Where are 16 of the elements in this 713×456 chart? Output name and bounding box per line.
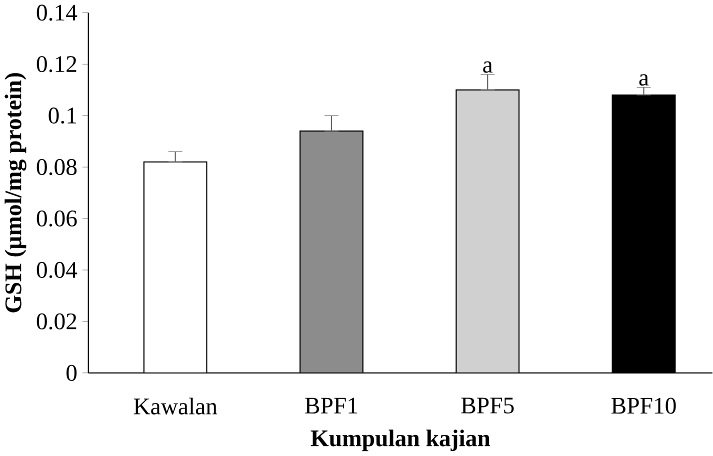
x-tick-label: BPF5 — [461, 398, 514, 414]
annotation: a — [639, 74, 649, 86]
x-tick-label: BPF10 — [611, 398, 676, 414]
y-tick-label: 0.06 — [36, 210, 77, 227]
y-tick-label: 0.02 — [36, 313, 76, 330]
y-tick-label: 0.14 — [36, 4, 78, 21]
y-tick-label: 0 — [66, 364, 77, 382]
x-tick-label: BPF1 — [305, 398, 358, 414]
x-tick-label: Kawalan — [134, 398, 218, 415]
y-axis-title: GSH (µmol/mg protein) — [4, 73, 26, 312]
annotation: a — [483, 61, 493, 73]
y-tick-label: 0.04 — [36, 262, 78, 278]
y-tick-label: 0.08 — [36, 159, 77, 176]
y-tick-label: 0.1 — [48, 108, 76, 124]
x-axis-title: Kumpulan kajian — [310, 430, 490, 452]
y-tick-label: 0.12 — [36, 56, 76, 72]
